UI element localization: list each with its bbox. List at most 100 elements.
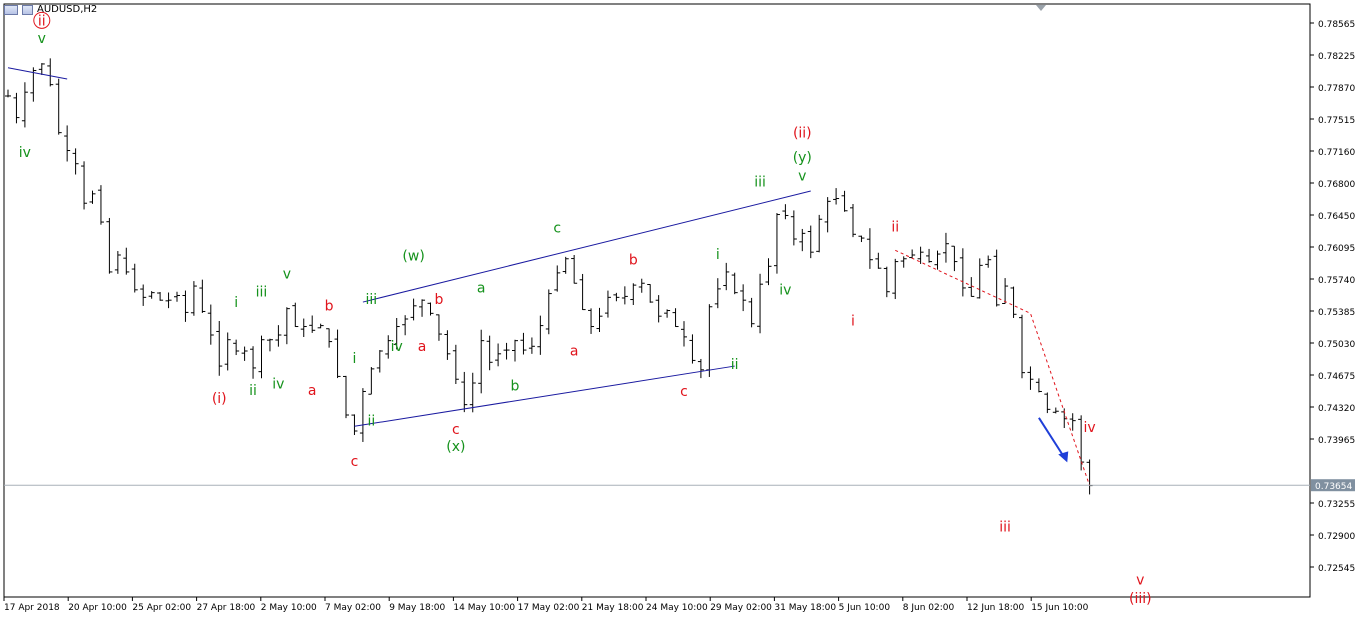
- candlestick: [900, 256, 907, 268]
- wave-label: iii: [754, 174, 766, 190]
- y-axis-tick-label: 0.76450: [1318, 212, 1355, 222]
- candlestick: [664, 309, 671, 318]
- wave-label: i: [716, 247, 720, 263]
- candlestick: [647, 284, 654, 303]
- candlestick: [309, 315, 316, 333]
- y-axis-tick-label: 0.77515: [1318, 116, 1355, 126]
- wave-label: ii: [249, 383, 257, 399]
- candlestick: [89, 190, 96, 204]
- candlestick: [283, 307, 290, 345]
- y-axis-tick-label: 0.75385: [1318, 308, 1355, 318]
- window-title: AUDUSD,H2: [37, 4, 98, 15]
- trendline[interactable]: [362, 190, 811, 303]
- candlestick: [926, 248, 933, 263]
- wave-label: b: [629, 252, 638, 268]
- wave-label: v: [38, 31, 46, 47]
- candlestick: [799, 228, 806, 252]
- candlestick: [351, 414, 358, 436]
- candlestick: [689, 334, 696, 364]
- candlestick: [376, 350, 383, 373]
- x-axis-tick-label: 15 Jun 10:00: [1031, 603, 1088, 613]
- candlestick: [993, 249, 1000, 307]
- candlestick: [486, 335, 493, 371]
- candlestick: [537, 315, 544, 355]
- candlestick: [343, 375, 349, 419]
- candlestick: [672, 308, 679, 328]
- candlestick: [300, 318, 307, 338]
- candlestick: [875, 252, 882, 269]
- candlestick: [968, 277, 975, 297]
- candlestick: [47, 58, 54, 87]
- wave-label: a: [570, 344, 579, 360]
- candlestick: [571, 254, 578, 284]
- y-axis-tick-label: 0.76095: [1318, 244, 1355, 254]
- x-axis-tick-label: 21 May 18:00: [582, 603, 644, 613]
- candlestick: [807, 225, 814, 259]
- candlestick: [81, 161, 88, 210]
- current-price-value: 0.73654: [1315, 482, 1352, 492]
- wave-label: a: [308, 383, 317, 399]
- y-axis-tick-label: 0.75030: [1318, 340, 1355, 350]
- candlestick: [503, 342, 510, 360]
- candlestick: [512, 339, 518, 362]
- projection-line: [895, 249, 1091, 486]
- candlestick: [385, 335, 392, 359]
- candlestick: [697, 358, 704, 379]
- wave-label: a: [477, 281, 486, 297]
- candlestick: [165, 292, 172, 309]
- candlestick: [934, 250, 941, 270]
- wave-label: a: [418, 339, 427, 355]
- x-axis-tick-label: 24 May 10:00: [646, 603, 708, 613]
- down-arrow-icon: [1038, 417, 1069, 463]
- wave-label: ii: [38, 13, 46, 29]
- candlestick: [866, 228, 873, 269]
- wave-label: i: [234, 295, 238, 311]
- candlestick: [1010, 286, 1017, 318]
- y-axis-tick-label: 0.78225: [1318, 52, 1355, 62]
- candlestick: [588, 308, 595, 334]
- candlestick: [604, 290, 611, 318]
- trendline[interactable]: [354, 365, 735, 427]
- x-axis-tick-label: 20 Apr 10:00: [68, 603, 127, 613]
- candlestick: [681, 321, 687, 347]
- candlestick: [359, 388, 366, 442]
- wave-label: iv: [391, 339, 403, 355]
- candlestick: [292, 302, 299, 328]
- wave-label: (w): [402, 249, 424, 265]
- candlestick: [562, 256, 569, 274]
- candlestick: [452, 344, 459, 384]
- candlestick: [579, 273, 586, 311]
- wave-label: iii: [366, 292, 378, 308]
- candlestick: [21, 82, 28, 128]
- y-axis-tick-label: 0.77160: [1318, 148, 1355, 158]
- candlestick: [765, 258, 772, 286]
- candlestick: [816, 214, 823, 253]
- trendline[interactable]: [7, 67, 68, 80]
- y-axis-tick-label: 0.77870: [1318, 84, 1355, 94]
- x-axis-tick-label: 2 May 10:00: [261, 603, 317, 613]
- candlestick: [317, 323, 324, 329]
- candlestick: [5, 89, 11, 98]
- candlestick: [1069, 413, 1076, 431]
- candlestick: [596, 307, 603, 332]
- candlestick: [38, 63, 45, 75]
- wave-label: c: [680, 384, 688, 400]
- window-title-bar: AUDUSD,H2: [4, 4, 97, 15]
- candlestick: [123, 247, 130, 275]
- candlestick: [1019, 314, 1025, 379]
- candlestick: [148, 291, 155, 299]
- candlestick: [892, 258, 899, 300]
- candlestick: [55, 78, 62, 135]
- y-axis-tick-label: 0.73965: [1318, 436, 1355, 446]
- candlestick: [723, 262, 730, 291]
- y-axis-tick-label: 0.73255: [1318, 500, 1355, 510]
- wave-label: iii: [256, 284, 268, 300]
- candlestick: [714, 278, 721, 309]
- wave-label: b: [435, 292, 444, 308]
- wave-label: c: [351, 454, 359, 470]
- candlestick: [427, 302, 434, 316]
- candlestick: [1035, 378, 1042, 393]
- candlestick: [131, 263, 138, 293]
